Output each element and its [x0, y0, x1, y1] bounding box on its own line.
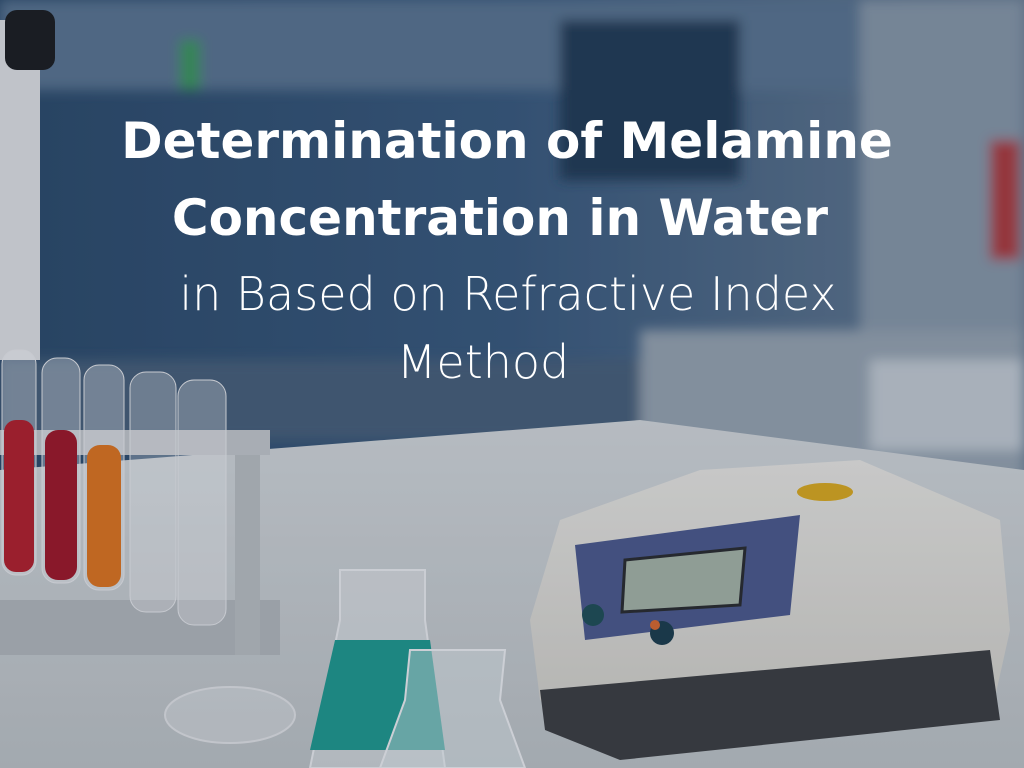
- subtitle-line: Method: [397, 335, 570, 389]
- rack-leg: [235, 455, 260, 655]
- glassware: [164, 569, 527, 768]
- refractometer: [530, 460, 1010, 760]
- subtitle-line: in Based on Refractive Index: [179, 267, 836, 321]
- title-line: Determination of Melamine: [121, 112, 893, 170]
- microscope-head: [5, 10, 55, 70]
- microscope: [0, 20, 40, 360]
- title-line: Concentration in Water: [172, 189, 829, 247]
- rack-base: [0, 600, 280, 655]
- test-tubes: [1, 349, 227, 626]
